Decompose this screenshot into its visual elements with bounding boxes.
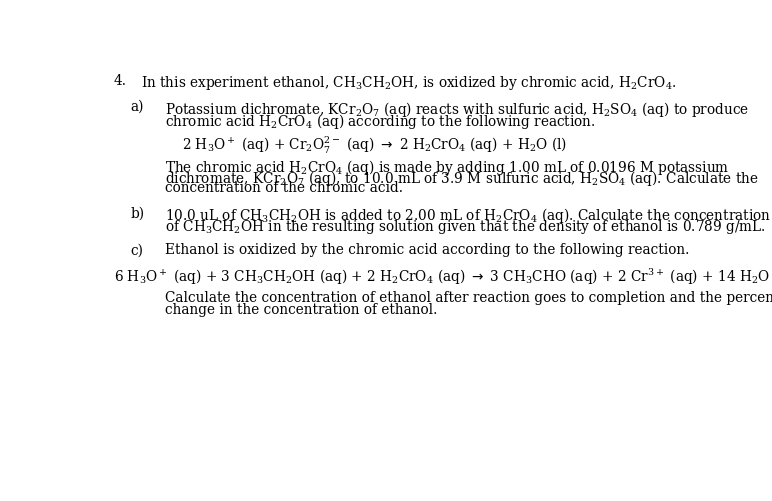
Text: of $\mathregular{CH_3CH_2OH}$ in the resulting solution given that the density o: of $\mathregular{CH_3CH_2OH}$ in the res… [164,218,766,236]
Text: a): a) [130,100,144,114]
Text: chromic acid $\mathregular{H_2CrO_4}$ (aq) according to the following reaction.: chromic acid $\mathregular{H_2CrO_4}$ (a… [164,112,595,131]
Text: dichromate, $\mathregular{KCr_2O_7}$ (aq), to 10.0 mL of 3.9 M sulfuric acid, $\: dichromate, $\mathregular{KCr_2O_7}$ (aq… [164,169,759,188]
Text: 2 $\mathregular{H_3O^+}$ (aq) + $\mathregular{Cr_2O_7^{2-}}$ (aq) $\rightarrow$ : 2 $\mathregular{H_3O^+}$ (aq) + $\mathre… [181,135,567,156]
Text: change in the concentration of ethanol.: change in the concentration of ethanol. [164,303,437,317]
Text: In this experiment ethanol, $\mathregular{CH_3CH_2OH}$, is oxidized by chromic a: In this experiment ethanol, $\mathregula… [141,74,677,92]
Text: 6 $\mathregular{H_3O^+}$ (aq) + 3 $\mathregular{CH_3CH_2OH}$ (aq) + 2 $\mathregu: 6 $\mathregular{H_3O^+}$ (aq) + 3 $\math… [113,267,772,287]
Text: b): b) [130,206,144,220]
Text: The chromic acid $\mathregular{H_2CrO_4}$ (aq) is made by adding 1.00 mL of 0.01: The chromic acid $\mathregular{H_2CrO_4}… [164,158,729,177]
Text: 10.0 uL of $\mathregular{CH_3CH_2OH}$ is added to 2.00 mL of $\mathregular{H_2Cr: 10.0 uL of $\mathregular{CH_3CH_2OH}$ is… [164,206,770,225]
Text: 4.: 4. [113,74,127,88]
Text: Ethanol is oxidized by the chromic acid according to the following reaction.: Ethanol is oxidized by the chromic acid … [164,243,689,258]
Text: c): c) [130,243,144,258]
Text: concentration of the chromic acid.: concentration of the chromic acid. [164,181,403,195]
Text: Potassium dichromate, $\mathregular{KCr_2O_7}$ (aq) reacts with sulfuric acid, $: Potassium dichromate, $\mathregular{KCr_… [164,100,749,119]
Text: Calculate the concentration of ethanol after reaction goes to completion and the: Calculate the concentration of ethanol a… [164,291,772,305]
